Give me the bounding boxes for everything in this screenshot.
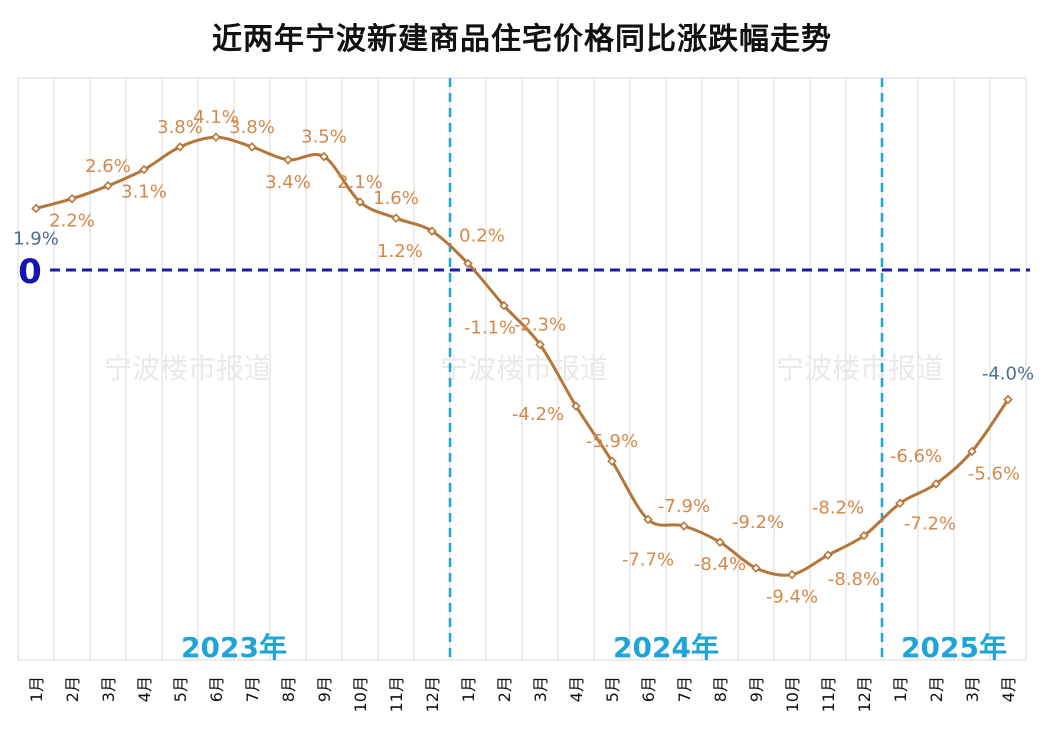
data-label: -7.7% <box>622 549 674 570</box>
data-label: 1.6% <box>373 188 419 209</box>
data-point <box>895 498 905 509</box>
data-label: -1.1% <box>464 318 516 339</box>
x-tick-label: 12月 <box>855 676 874 712</box>
data-label: -5.6% <box>968 463 1020 484</box>
data-label: 3.4% <box>265 172 311 193</box>
data-point <box>463 258 473 269</box>
x-tick-label: 4月 <box>567 676 586 702</box>
x-tick-label: 9月 <box>315 676 334 702</box>
x-tick-label: 9月 <box>747 676 766 702</box>
data-point <box>535 339 545 350</box>
x-tick-label: 7月 <box>243 676 262 702</box>
data-point <box>571 401 581 411</box>
data-point <box>607 456 617 466</box>
data-point <box>211 132 221 142</box>
data-point <box>931 479 941 489</box>
x-tick-label: 7月 <box>675 676 694 702</box>
x-tick-label: 11月 <box>387 676 406 712</box>
x-tick-label: 4月 <box>999 676 1018 702</box>
data-label: -8.2% <box>812 498 864 519</box>
data-label: 4.1% <box>193 107 239 128</box>
data-point <box>499 300 509 311</box>
data-label: -2.3% <box>514 315 566 336</box>
x-tick-label: 3月 <box>963 676 982 702</box>
data-point <box>967 446 977 457</box>
data-label: -8.4% <box>694 554 746 575</box>
data-label: 3.8% <box>157 117 203 138</box>
x-tick-label: 6月 <box>207 676 226 702</box>
data-point <box>643 514 653 525</box>
x-tick-label: 3月 <box>531 676 550 702</box>
x-tick-label: 1月 <box>891 676 910 702</box>
data-point <box>175 142 185 152</box>
x-tick-label: 3月 <box>99 676 118 702</box>
watermark: 宁波楼市报道 <box>440 352 608 385</box>
x-tick-label: 5月 <box>603 676 622 702</box>
x-tick-label: 10月 <box>783 676 802 712</box>
data-point <box>715 537 725 547</box>
data-point <box>247 142 257 152</box>
data-point <box>427 226 437 236</box>
series-line <box>35 135 1010 577</box>
data-point <box>823 550 833 560</box>
x-tick-label: 2月 <box>495 676 514 702</box>
data-label: 3.5% <box>301 127 347 148</box>
data-label: 2.6% <box>85 156 131 177</box>
x-tick-label: 5月 <box>171 676 190 702</box>
x-tick-label: 4月 <box>135 676 154 702</box>
data-point <box>859 530 869 541</box>
data-point <box>283 155 293 165</box>
x-tick-label: 11月 <box>819 676 838 712</box>
watermark: 宁波楼市报道 <box>104 352 272 385</box>
data-label: -9.2% <box>732 512 784 533</box>
data-point <box>787 569 797 580</box>
data-point <box>355 197 365 207</box>
year-label: 2025年 <box>901 631 1007 664</box>
x-tick-label: 1月 <box>459 676 478 702</box>
data-point <box>391 213 401 223</box>
data-point <box>31 203 41 214</box>
x-tick-label: 12月 <box>423 676 442 712</box>
x-tick-label: 2月 <box>927 676 946 702</box>
data-label: 1.2% <box>377 241 423 262</box>
data-label: -9.4% <box>766 587 818 608</box>
data-point <box>319 151 329 162</box>
data-label: -8.8% <box>828 569 880 590</box>
chart-title: 近两年宁波新建商品住宅价格同比涨跌幅走势 <box>212 22 832 57</box>
data-point <box>1003 394 1013 405</box>
x-tick-label: 2月 <box>63 676 82 702</box>
year-label: 2024年 <box>613 631 719 664</box>
data-point <box>67 193 77 204</box>
data-point <box>139 164 149 175</box>
data-label: -4.2% <box>512 404 564 425</box>
data-label: -7.2% <box>904 513 956 534</box>
x-tick-label: 6月 <box>639 676 658 702</box>
year-label: 2023年 <box>181 631 287 664</box>
x-tick-label: 8月 <box>711 676 730 702</box>
data-label: 0.2% <box>459 226 505 247</box>
data-label: -7.9% <box>658 496 710 517</box>
data-label: 3.8% <box>229 117 275 138</box>
watermark: 宁波楼市报道 <box>776 352 944 385</box>
data-label: 2.2% <box>49 211 95 232</box>
data-point <box>103 181 113 191</box>
x-tick-label: 10月 <box>351 676 370 712</box>
data-label: -5.9% <box>586 431 638 452</box>
data-label: -6.6% <box>890 446 942 467</box>
data-point <box>751 563 761 573</box>
x-tick-label: 1月 <box>27 676 46 702</box>
data-label: 1.9% <box>13 228 59 249</box>
data-point <box>679 521 689 531</box>
zero-label: 0 <box>18 252 42 292</box>
data-label: 2.1% <box>337 172 383 193</box>
data-label: 3.1% <box>121 182 167 203</box>
data-label: -4.0% <box>982 364 1034 385</box>
x-tick-label: 8月 <box>279 676 298 702</box>
